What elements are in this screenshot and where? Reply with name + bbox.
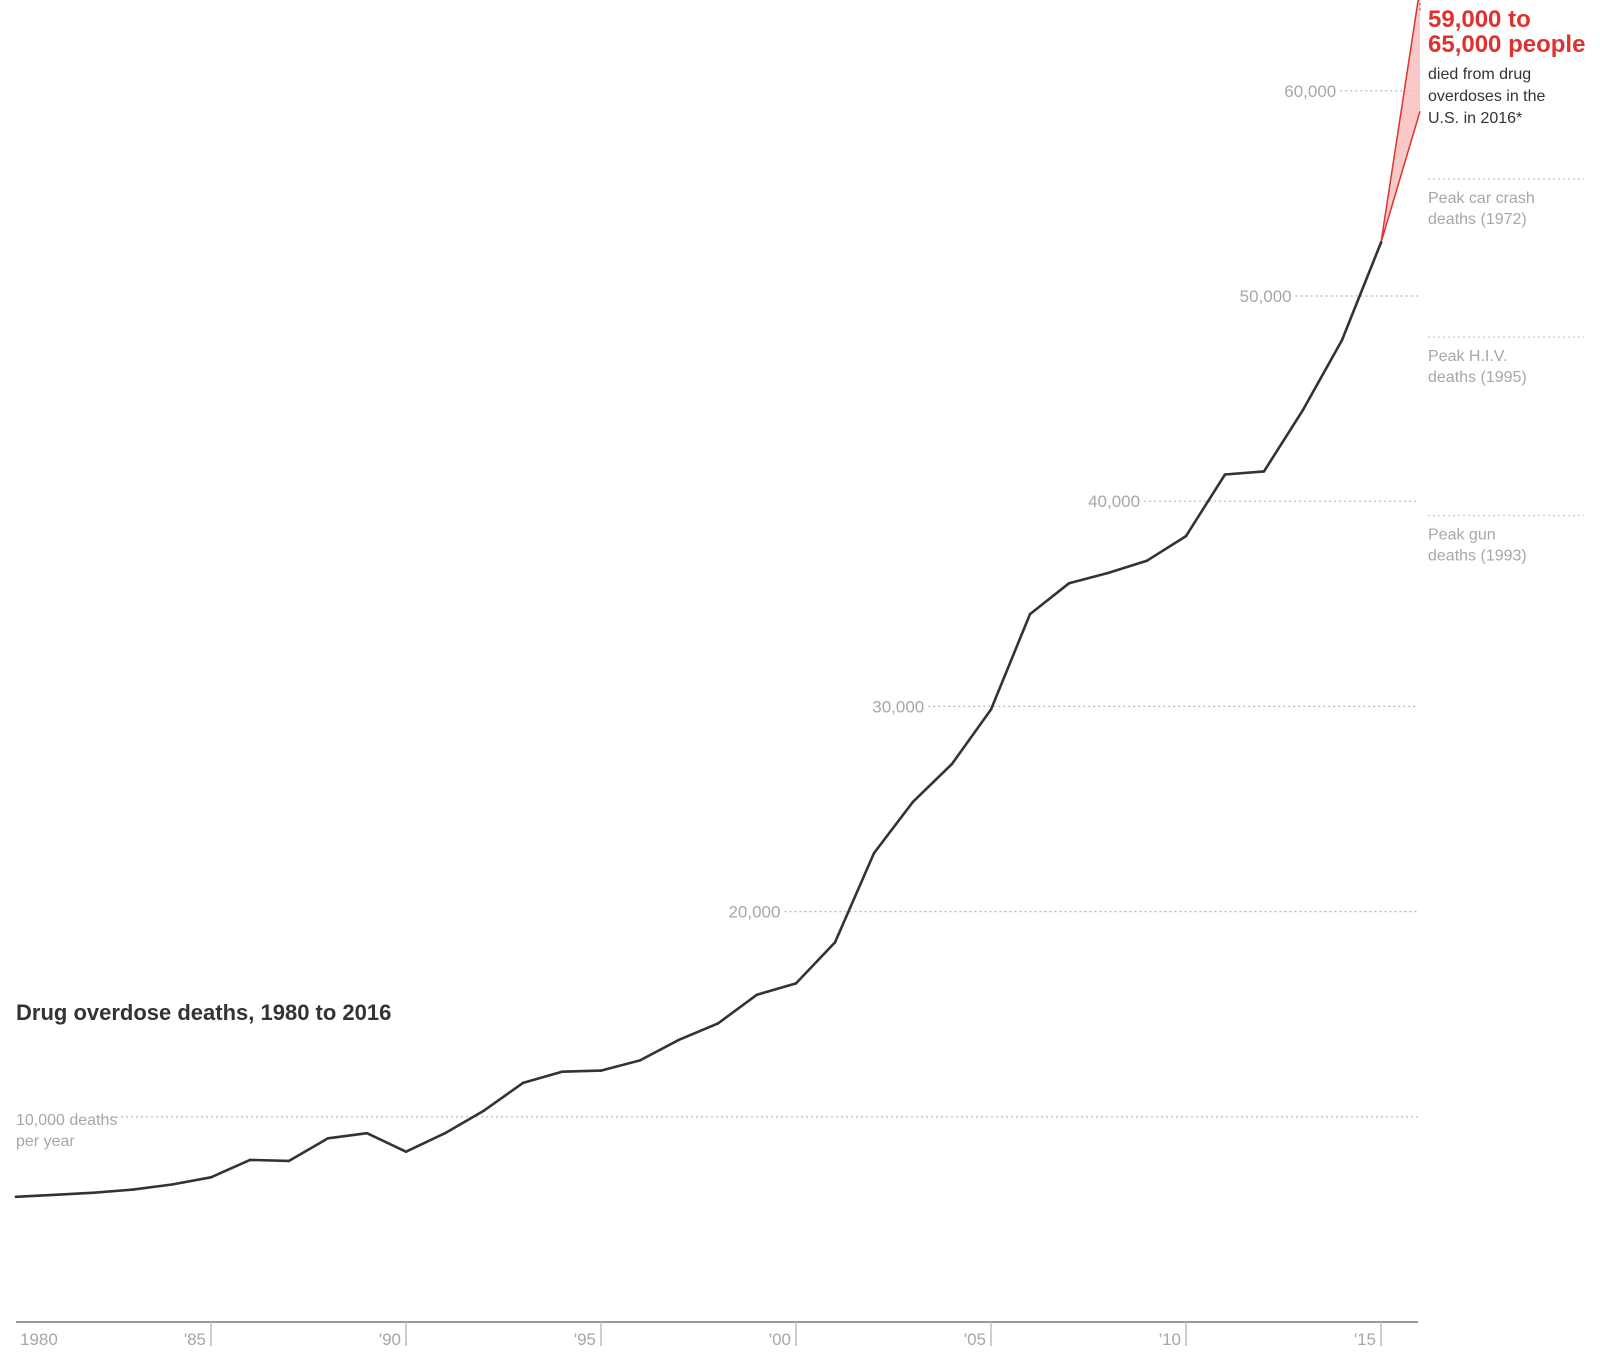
highlight-sub-2: overdoses in the <box>1428 88 1546 105</box>
data-point <box>365 1131 369 1135</box>
x-tick-label: '00 <box>769 1330 791 1349</box>
data-point <box>326 1137 330 1140</box>
data-point <box>560 1070 564 1073</box>
x-axis: 1980 '85 '90 '95 '00 '05 '10 '15 <box>16 1321 1418 1349</box>
data-point <box>53 1193 57 1197</box>
data-point <box>443 1131 447 1135</box>
data-point <box>872 851 876 855</box>
series-line <box>14 241 1383 1199</box>
data-point <box>833 941 837 944</box>
data-point <box>677 1038 681 1042</box>
data-point <box>1223 473 1227 476</box>
data-point <box>170 1183 174 1186</box>
x-tick-label: '10 <box>1159 1330 1181 1349</box>
reference-label: deaths (1972) <box>1428 211 1527 228</box>
projection-high-edge <box>1380 0 1419 243</box>
x-tick-label: '95 <box>574 1330 596 1349</box>
unit-label-line-1: 10,000 deaths <box>16 1112 117 1129</box>
reference-label: Peak H.I.V. <box>1428 348 1507 365</box>
reference-label: deaths (1995) <box>1428 369 1527 386</box>
data-point <box>950 762 954 766</box>
data-point <box>248 1158 252 1162</box>
highlight-line-1: 59,000 to <box>1428 6 1531 33</box>
gridlines: 20,000 30,000 40,000 50,000 60,000 <box>96 82 1418 1118</box>
y-tick-label: 40,000 <box>1088 492 1140 511</box>
data-point <box>989 708 993 711</box>
reference-label: Peak gun <box>1428 527 1496 544</box>
data-point <box>1067 582 1071 585</box>
x-tick-label: 1980 <box>20 1330 58 1349</box>
reference-label: deaths (1993) <box>1428 548 1527 565</box>
chart-title: Drug overdose deaths, 1980 to 2016 <box>16 1000 391 1025</box>
y-tick-label: 60,000 <box>1284 82 1336 101</box>
data-point <box>716 1022 720 1025</box>
x-tick-label: '15 <box>1354 1330 1376 1349</box>
data-point <box>1106 571 1110 575</box>
data-point <box>599 1069 603 1072</box>
x-tick-label: '05 <box>964 1330 986 1349</box>
data-point <box>92 1191 96 1194</box>
data-point <box>209 1176 213 1179</box>
y-tick-label: 20,000 <box>728 903 780 922</box>
y-tick-label: 50,000 <box>1240 287 1292 306</box>
data-point <box>755 993 759 996</box>
data-point <box>287 1159 291 1163</box>
x-tick-label: '90 <box>379 1330 401 1349</box>
unit-label-line-2: per year <box>16 1133 75 1150</box>
data-point <box>1145 559 1149 562</box>
reference-label: Peak car crash <box>1428 190 1535 207</box>
highlight-sub-1: died from drug <box>1428 66 1531 83</box>
data-point <box>521 1081 525 1085</box>
y-tick-label: 30,000 <box>872 697 924 716</box>
data-point <box>1262 470 1266 473</box>
data-point <box>404 1150 408 1153</box>
data-marks <box>14 0 1421 1199</box>
data-point <box>1301 408 1305 412</box>
data-point <box>638 1059 642 1062</box>
x-tick-label: '85 <box>184 1330 206 1349</box>
data-point <box>1340 338 1344 342</box>
data-point <box>14 1195 18 1199</box>
data-point <box>131 1188 135 1191</box>
data-point <box>1184 534 1188 538</box>
projection-low-edge <box>1380 111 1421 243</box>
data-point <box>794 982 798 985</box>
highlight-sub-3: U.S. in 2016* <box>1428 110 1522 127</box>
data-point <box>911 800 915 804</box>
reference-lines: Peak car crash deaths (1972) Peak H.I.V. de… <box>1428 178 1584 565</box>
highlight-line-2: 65,000 people <box>1428 31 1585 58</box>
data-point <box>1028 612 1032 616</box>
data-point <box>1379 241 1383 244</box>
data-point <box>482 1109 486 1112</box>
